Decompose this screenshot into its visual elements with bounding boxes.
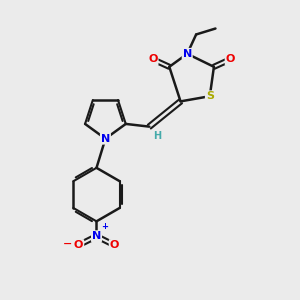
- Text: N: N: [101, 134, 110, 144]
- Text: O: O: [148, 54, 158, 64]
- Text: O: O: [110, 240, 119, 250]
- Text: H: H: [153, 131, 161, 141]
- Text: N: N: [92, 231, 101, 241]
- Text: O: O: [226, 54, 235, 64]
- Text: O: O: [74, 240, 83, 250]
- Text: −: −: [63, 238, 72, 249]
- Text: +: +: [101, 222, 108, 231]
- Text: N: N: [183, 49, 192, 59]
- Text: S: S: [206, 91, 214, 101]
